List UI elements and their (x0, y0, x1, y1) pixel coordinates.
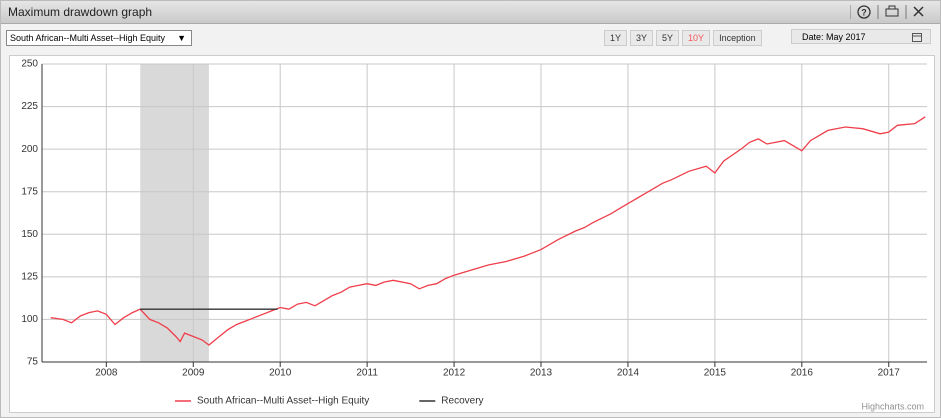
help-icon[interactable] (857, 5, 871, 19)
x-tick-label: 2011 (356, 368, 378, 379)
x-tick-label: 2015 (704, 368, 727, 379)
series-line (50, 116, 926, 346)
y-tick-label: 175 (21, 186, 38, 197)
y-tick-label: 200 (21, 144, 38, 155)
period-button[interactable]: Inception (713, 30, 762, 46)
window-title: Maximum drawdown graph (8, 5, 153, 19)
date-picker[interactable]: Date: May 2017 (791, 29, 931, 44)
x-tick-label: 2014 (617, 368, 640, 379)
y-tick-label: 225 (21, 101, 38, 112)
period-button[interactable]: 10Y (682, 30, 711, 46)
x-tick-label: 2013 (530, 368, 553, 379)
x-tick-label: 2008 (95, 368, 118, 379)
close-icon[interactable] (913, 6, 924, 17)
fund-select-text: South African--Multi Asset--High Equity (10, 33, 166, 43)
credit: Highcharts.com (861, 401, 924, 411)
plot-band (140, 64, 209, 362)
x-tick-label: 2012 (443, 368, 466, 379)
date-text: Date: May 2017 (802, 32, 866, 42)
period-button[interactable]: 5Y (656, 30, 680, 46)
chart-panel: 75 100 125 150 175 200 225 250 2008 2009 2010 2011 2… (9, 55, 935, 413)
title-bar: Maximum drawdown graph ? (1, 1, 940, 24)
fund-select[interactable]: South African--Multi Asset--High Equity ▼ (6, 30, 192, 46)
chart: 75 100 125 150 175 200 225 250 2008 2009 2010 2011 2… (21, 59, 927, 411)
legend-label: South African--Multi Asset--High Equity (197, 396, 369, 407)
period-button[interactable]: 3Y (630, 30, 654, 46)
svg-text:?: ? (861, 7, 867, 17)
y-tick-label: 125 (21, 271, 38, 282)
x-tick-label: 2017 (878, 368, 901, 379)
period-button[interactable]: 1Y (604, 30, 628, 46)
window-icons: ? (850, 5, 924, 19)
legend-label: Recovery (441, 396, 483, 407)
y-tick-label: 100 (21, 314, 38, 325)
print-icon[interactable] (885, 8, 899, 17)
x-tick-label: 2010 (269, 368, 292, 379)
x-tick-label: 2016 (791, 368, 814, 379)
period-buttons: 1Y 3Y 5Y 10Y Inception (604, 30, 762, 46)
y-tick-label: 250 (21, 59, 38, 70)
x-tick-label: 2009 (182, 368, 205, 379)
y-tick-label: 150 (21, 229, 38, 240)
y-tick-label: 75 (27, 357, 39, 368)
